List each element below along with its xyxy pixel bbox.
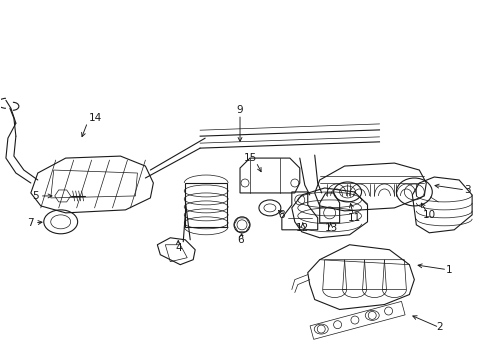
Text: 11: 11 [347, 213, 361, 223]
Text: 13: 13 [325, 223, 338, 233]
Text: 2: 2 [435, 323, 442, 332]
Text: 14: 14 [89, 113, 102, 123]
Text: 4: 4 [175, 243, 181, 253]
Text: 1: 1 [445, 265, 451, 275]
Text: 3: 3 [463, 185, 469, 195]
Text: 12: 12 [296, 223, 309, 233]
Text: 7: 7 [27, 218, 34, 228]
Text: 10: 10 [422, 210, 435, 220]
Text: 9: 9 [236, 105, 243, 115]
Text: 6: 6 [237, 235, 244, 245]
Text: 5: 5 [32, 191, 39, 201]
Text: 8: 8 [278, 210, 285, 220]
Text: 15: 15 [243, 153, 256, 163]
